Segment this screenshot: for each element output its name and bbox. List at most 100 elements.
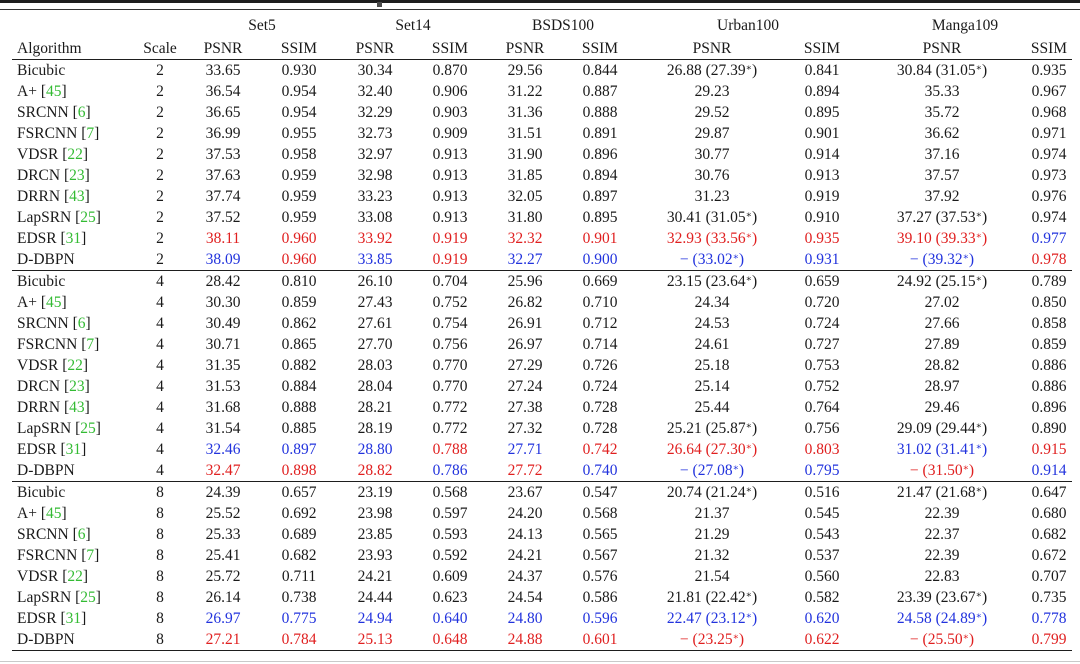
psnr-cell: 26.82: [507, 294, 543, 311]
benchmark-table: Set5 Set14 BSDS100 Urban100 Manga109 Algorit…: [12, 12, 1073, 651]
psnr-cell: 32.46: [205, 441, 241, 458]
citation-ref[interactable]: 22: [67, 146, 83, 163]
scale-cell: 8: [156, 589, 164, 606]
ssim-cell: 0.919: [432, 251, 468, 268]
citation-ref[interactable]: 6: [77, 104, 86, 121]
psnr-cell: − (31.50∗): [909, 462, 975, 479]
self-ensemble-asterisk: ∗: [745, 274, 752, 285]
dataset-group-header: Urban100: [717, 17, 779, 34]
ssim-cell: 0.954: [281, 83, 317, 100]
ssim-cell: 0.894: [804, 83, 840, 100]
scale-cell: 4: [156, 378, 164, 395]
citation-ref[interactable]: 31: [65, 230, 82, 247]
metric-column-header: PSNR: [922, 40, 962, 57]
ssim-cell: 0.707: [1031, 568, 1067, 585]
dataset-group-header: Manga109: [931, 17, 999, 34]
ssim-cell: 0.900: [582, 251, 618, 268]
citation-ref[interactable]: 7: [86, 336, 95, 353]
scale-cell: 2: [156, 125, 164, 142]
psnr-cell: 35.72: [924, 104, 960, 121]
psnr-cell: 37.27 (37.53∗): [896, 209, 988, 226]
ssim-cell: 0.710: [582, 294, 618, 311]
citation-ref[interactable]: 25: [80, 420, 96, 437]
citation-ref[interactable]: 25: [80, 589, 96, 606]
psnr-cell: 32.73: [357, 125, 393, 142]
ssim-cell: 0.974: [1031, 209, 1067, 226]
psnr-cell: 27.02: [924, 294, 960, 311]
ssim-cell: 0.890: [1031, 420, 1067, 437]
table-row: VDSR [22] 2 37.53 0.958 32.97 0.913 31.90 0.896…: [12, 144, 1072, 165]
citation-ref[interactable]: 45: [45, 83, 62, 100]
citation-ref[interactable]: 7: [86, 547, 95, 564]
psnr-cell: 30.84 (31.05∗): [896, 62, 988, 79]
psnr-cell: 22.39: [924, 547, 960, 564]
self-ensemble-asterisk: ∗: [745, 210, 752, 221]
self-ensemble-asterisk: ∗: [975, 611, 982, 622]
citation-ref[interactable]: 23: [69, 167, 85, 184]
psnr-cell: 33.65: [205, 62, 241, 79]
ssim-cell: 0.974: [1031, 146, 1067, 163]
ssim-cell: 0.657: [281, 484, 317, 501]
citation-ref[interactable]: 31: [65, 441, 82, 458]
ssim-cell: 0.895: [804, 104, 840, 121]
citation-ref[interactable]: 22: [67, 357, 83, 374]
dataset-group-header: Set5: [248, 17, 276, 34]
ssim-cell: 0.692: [281, 505, 317, 522]
citation-ref[interactable]: 45: [45, 294, 62, 311]
scale-cell: 4: [156, 441, 164, 458]
algorithm-cell: SRCNN [6]: [17, 315, 91, 332]
citation-ref[interactable]: 25: [80, 209, 96, 226]
scale-cell: 8: [156, 631, 164, 648]
ssim-cell: 0.775: [281, 610, 317, 627]
table-row: FSRCNN [7] 8 25.41 0.682 23.93 0.592 24.21 0.56…: [12, 545, 1072, 566]
ssim-cell: 0.596: [582, 610, 618, 627]
ssim-cell: 0.772: [432, 399, 468, 416]
citation-ref[interactable]: 6: [77, 315, 86, 332]
psnr-cell: 23.67: [507, 484, 543, 501]
citation-ref[interactable]: 7: [86, 125, 95, 142]
ssim-cell: 0.772: [432, 420, 468, 437]
ssim-cell: 0.901: [804, 125, 840, 142]
ssim-cell: 0.935: [1031, 62, 1067, 79]
psnr-cell: 28.97: [924, 378, 960, 395]
self-ensemble-asterisk: ∗: [745, 63, 752, 74]
psnr-cell: 33.85: [357, 251, 393, 268]
ssim-cell: 0.682: [1031, 526, 1067, 543]
algorithm-cell: EDSR [31]: [17, 610, 87, 627]
ssim-cell: 0.887: [582, 83, 618, 100]
scale-cell: 4: [156, 399, 164, 416]
algorithm-cell: VDSR [22]: [17, 357, 89, 374]
metric-column-header: PSNR: [692, 40, 732, 57]
ssim-cell: 0.906: [432, 83, 468, 100]
ssim-cell: 0.764: [804, 399, 840, 416]
psnr-cell: 33.23: [357, 188, 393, 205]
psnr-cell: 23.98: [357, 505, 393, 522]
algorithm-cell: LapSRN [25]: [17, 209, 101, 226]
ssim-cell: 0.568: [432, 484, 468, 501]
scale-cell: 4: [156, 462, 164, 479]
citation-ref[interactable]: 23: [69, 378, 85, 395]
self-ensemble-asterisk: ∗: [975, 63, 982, 74]
self-ensemble-asterisk: ∗: [975, 442, 982, 453]
psnr-cell: 24.34: [694, 294, 730, 311]
psnr-cell: 37.16: [924, 146, 960, 163]
algorithm-cell: DRCN [23]: [17, 378, 90, 395]
citation-ref[interactable]: 6: [77, 526, 86, 543]
psnr-cell: 26.14: [205, 589, 241, 606]
psnr-cell: 24.21: [507, 547, 543, 564]
self-ensemble-asterisk: ∗: [745, 231, 752, 242]
ssim-cell: 0.582: [804, 589, 840, 606]
citation-ref[interactable]: 31: [65, 610, 82, 627]
table-row: DRCN [23] 4 31.53 0.884 28.04 0.770 27.24 0.724…: [12, 376, 1072, 397]
psnr-cell: − (33.02∗): [679, 251, 745, 268]
citation-ref[interactable]: 22: [67, 568, 83, 585]
citation-ref[interactable]: 43: [69, 399, 85, 416]
ssim-cell: 0.728: [582, 420, 618, 437]
citation-ref[interactable]: 45: [45, 505, 62, 522]
table-row: Bicubic 8 24.39 0.657 23.19 0.568 23.67 0.547 20…: [12, 482, 1072, 504]
ssim-cell: 0.931: [804, 251, 840, 268]
citation-ref[interactable]: 43: [69, 188, 85, 205]
ssim-cell: 0.897: [582, 188, 618, 205]
ssim-cell: 0.896: [582, 146, 618, 163]
ssim-cell: 0.885: [281, 420, 317, 437]
